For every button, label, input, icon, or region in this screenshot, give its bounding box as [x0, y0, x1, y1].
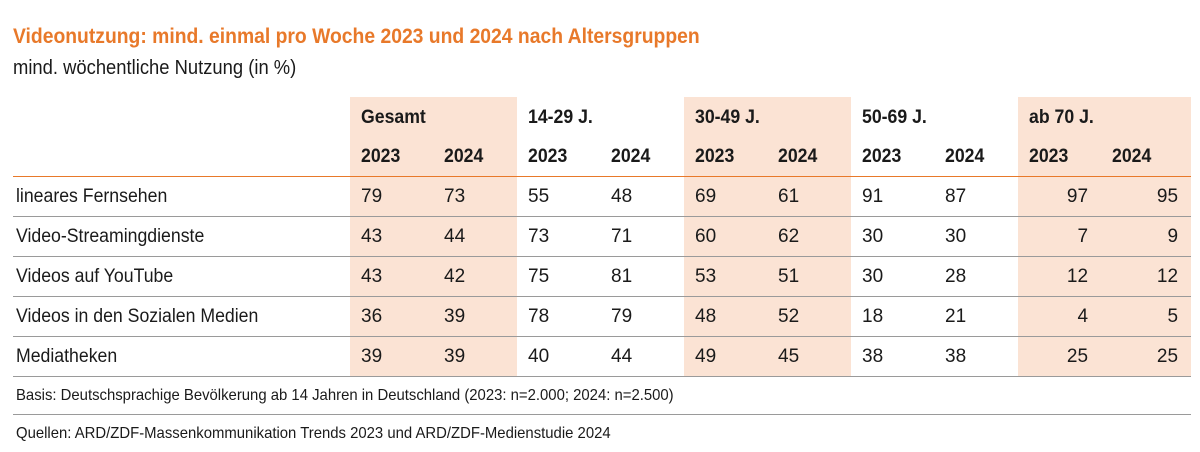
year-header: 2023 — [350, 137, 433, 177]
year-header: 2023 — [517, 137, 600, 177]
value-cell: 49 — [684, 337, 767, 377]
value-cell: 97 — [1018, 177, 1101, 217]
value-cell: 53 — [684, 257, 767, 297]
value-cell: 60 — [684, 217, 767, 257]
footnote-row-quellen: Quellen: ARD/ZDF-Massenkommunikation Tre… — [13, 415, 1191, 452]
value-cell: 81 — [600, 257, 684, 297]
value-cell: 40 — [517, 337, 600, 377]
value-cell: 39 — [433, 337, 517, 377]
value-cell: 25 — [1101, 337, 1191, 377]
value-cell: 71 — [600, 217, 684, 257]
group-header-ab-70: ab 70 J. — [1018, 97, 1191, 137]
row-label: Videos in den Sozialen Medien — [13, 297, 350, 337]
year-header-row: 2023 2024 2023 2024 2023 2024 2023 2024 … — [13, 137, 1191, 177]
year-header: 2023 — [684, 137, 767, 177]
year-header: 2024 — [934, 137, 1018, 177]
value-cell: 42 — [433, 257, 517, 297]
value-cell: 62 — [767, 217, 851, 257]
group-header-row: Gesamt 14-29 J. 30-49 J. 50-69 J. ab 70 … — [13, 97, 1191, 137]
value-cell: 79 — [600, 297, 684, 337]
value-cell: 91 — [851, 177, 934, 217]
value-cell: 30 — [934, 217, 1018, 257]
footnote-quellen: Quellen: ARD/ZDF-Massenkommunikation Tre… — [13, 415, 1191, 452]
year-header: 2024 — [767, 137, 851, 177]
year-header: 2023 — [851, 137, 934, 177]
value-cell: 12 — [1101, 257, 1191, 297]
group-header-gesamt: Gesamt — [350, 97, 517, 137]
value-cell: 28 — [934, 257, 1018, 297]
value-cell: 87 — [934, 177, 1018, 217]
value-cell: 4 — [1018, 297, 1101, 337]
value-cell: 39 — [433, 297, 517, 337]
value-cell: 12 — [1018, 257, 1101, 297]
value-cell: 95 — [1101, 177, 1191, 217]
chart-subtitle: mind. wöchentliche Nutzung (in %) — [13, 57, 296, 80]
group-header-14-29: 14-29 J. — [517, 97, 684, 137]
footnote-basis: Basis: Deutschsprachige Bevölkerung ab 1… — [13, 377, 1191, 415]
year-header: 2024 — [433, 137, 517, 177]
value-cell: 48 — [684, 297, 767, 337]
value-cell: 30 — [851, 217, 934, 257]
value-cell: 61 — [767, 177, 851, 217]
value-cell: 30 — [851, 257, 934, 297]
row-label: Videos auf YouTube — [13, 257, 350, 297]
value-cell: 73 — [433, 177, 517, 217]
value-cell: 9 — [1101, 217, 1191, 257]
value-cell: 38 — [934, 337, 1018, 377]
value-cell: 75 — [517, 257, 600, 297]
year-header: 2023 — [1018, 137, 1101, 177]
value-cell: 44 — [433, 217, 517, 257]
value-cell: 51 — [767, 257, 851, 297]
value-cell: 39 — [350, 337, 433, 377]
footnote-row-basis: Basis: Deutschsprachige Bevölkerung ab 1… — [13, 377, 1191, 415]
value-cell: 78 — [517, 297, 600, 337]
value-cell: 25 — [1018, 337, 1101, 377]
value-cell: 5 — [1101, 297, 1191, 337]
value-cell: 55 — [517, 177, 600, 217]
value-cell: 48 — [600, 177, 684, 217]
chart-title: Videonutzung: mind. einmal pro Woche 202… — [13, 25, 700, 49]
group-header-50-69: 50-69 J. — [851, 97, 1018, 137]
value-cell: 79 — [350, 177, 433, 217]
value-cell: 7 — [1018, 217, 1101, 257]
value-cell: 21 — [934, 297, 1018, 337]
value-cell: 36 — [350, 297, 433, 337]
row-label: Mediatheken — [13, 337, 350, 377]
value-cell: 52 — [767, 297, 851, 337]
group-header-30-49: 30-49 J. — [684, 97, 851, 137]
value-cell: 45 — [767, 337, 851, 377]
value-cell: 43 — [350, 257, 433, 297]
value-cell: 73 — [517, 217, 600, 257]
value-cell: 43 — [350, 217, 433, 257]
year-header: 2024 — [1101, 137, 1191, 177]
row-label: lineares Fernsehen — [13, 177, 350, 217]
value-cell: 44 — [600, 337, 684, 377]
value-cell: 38 — [851, 337, 934, 377]
value-cell: 69 — [684, 177, 767, 217]
data-table: Gesamt 14-29 J. 30-49 J. 50-69 J. ab 70 … — [13, 97, 1191, 452]
year-header: 2024 — [600, 137, 684, 177]
row-label: Video-Streamingdienste — [13, 217, 350, 257]
corner-cell — [13, 97, 350, 137]
value-cell: 18 — [851, 297, 934, 337]
corner-cell — [13, 137, 350, 177]
